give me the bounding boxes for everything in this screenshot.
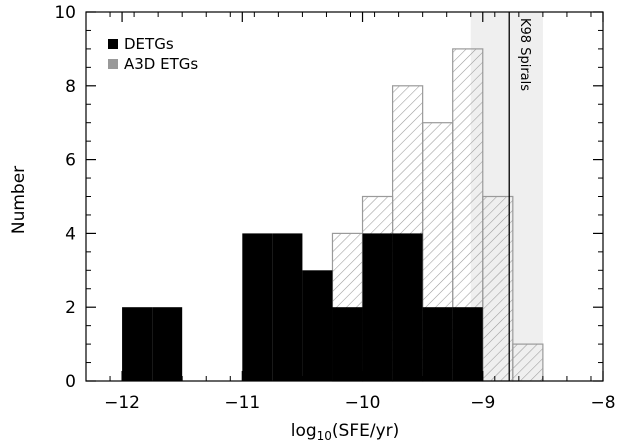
x-tick-label: −12 <box>104 393 140 413</box>
overlap-hatch <box>332 307 363 381</box>
y-tick-label: 8 <box>65 77 76 97</box>
y-tick-label: 6 <box>65 151 76 171</box>
y-tick-label: 4 <box>65 224 76 244</box>
overlap-hatch <box>362 233 393 381</box>
overlap-hatch <box>452 307 483 381</box>
legend-swatch-a3d-etgs <box>108 59 118 69</box>
y-tick-label: 0 <box>65 372 76 392</box>
reference-line-label: K98 Spirals <box>517 18 532 91</box>
detgs-bar <box>152 307 183 381</box>
detgs-bar <box>242 233 273 381</box>
detgs-bars <box>122 233 483 381</box>
detgs-bar <box>272 233 303 381</box>
x-tick-label: −9 <box>470 393 495 413</box>
x-axis-label-rest: (SFE/yr) <box>332 421 399 441</box>
x-axis-label: log10(SFE/yr) <box>291 421 400 443</box>
overlap-hatch <box>422 307 453 381</box>
x-axis-label-subscript: 10 <box>317 429 332 443</box>
x-axis: −12 −11 −10 −9 −8 <box>85 12 616 413</box>
detgs-bar <box>122 307 153 381</box>
a3d-etgs-bar <box>482 195 514 382</box>
a3d-etgs-bar <box>512 343 544 382</box>
legend: DETGs A3D ETGs <box>108 35 198 73</box>
overlap-hatch <box>392 233 423 381</box>
x-tick-label: −11 <box>224 393 260 413</box>
x-tick-label: −8 <box>590 393 615 413</box>
y-tick-label: 10 <box>54 3 76 23</box>
legend-swatch-detgs <box>108 39 118 49</box>
y-axis: 0 2 4 6 8 10 <box>54 3 603 392</box>
detgs-bar <box>302 270 333 381</box>
y-tick-label: 2 <box>65 298 76 318</box>
legend-label-a3d-etgs: A3D ETGs <box>124 55 198 73</box>
x-axis-label-base: log <box>291 421 317 441</box>
y-axis-label: Number <box>9 166 29 234</box>
x-tick-label: −10 <box>345 393 381 413</box>
legend-label-detgs: DETGs <box>124 35 174 53</box>
